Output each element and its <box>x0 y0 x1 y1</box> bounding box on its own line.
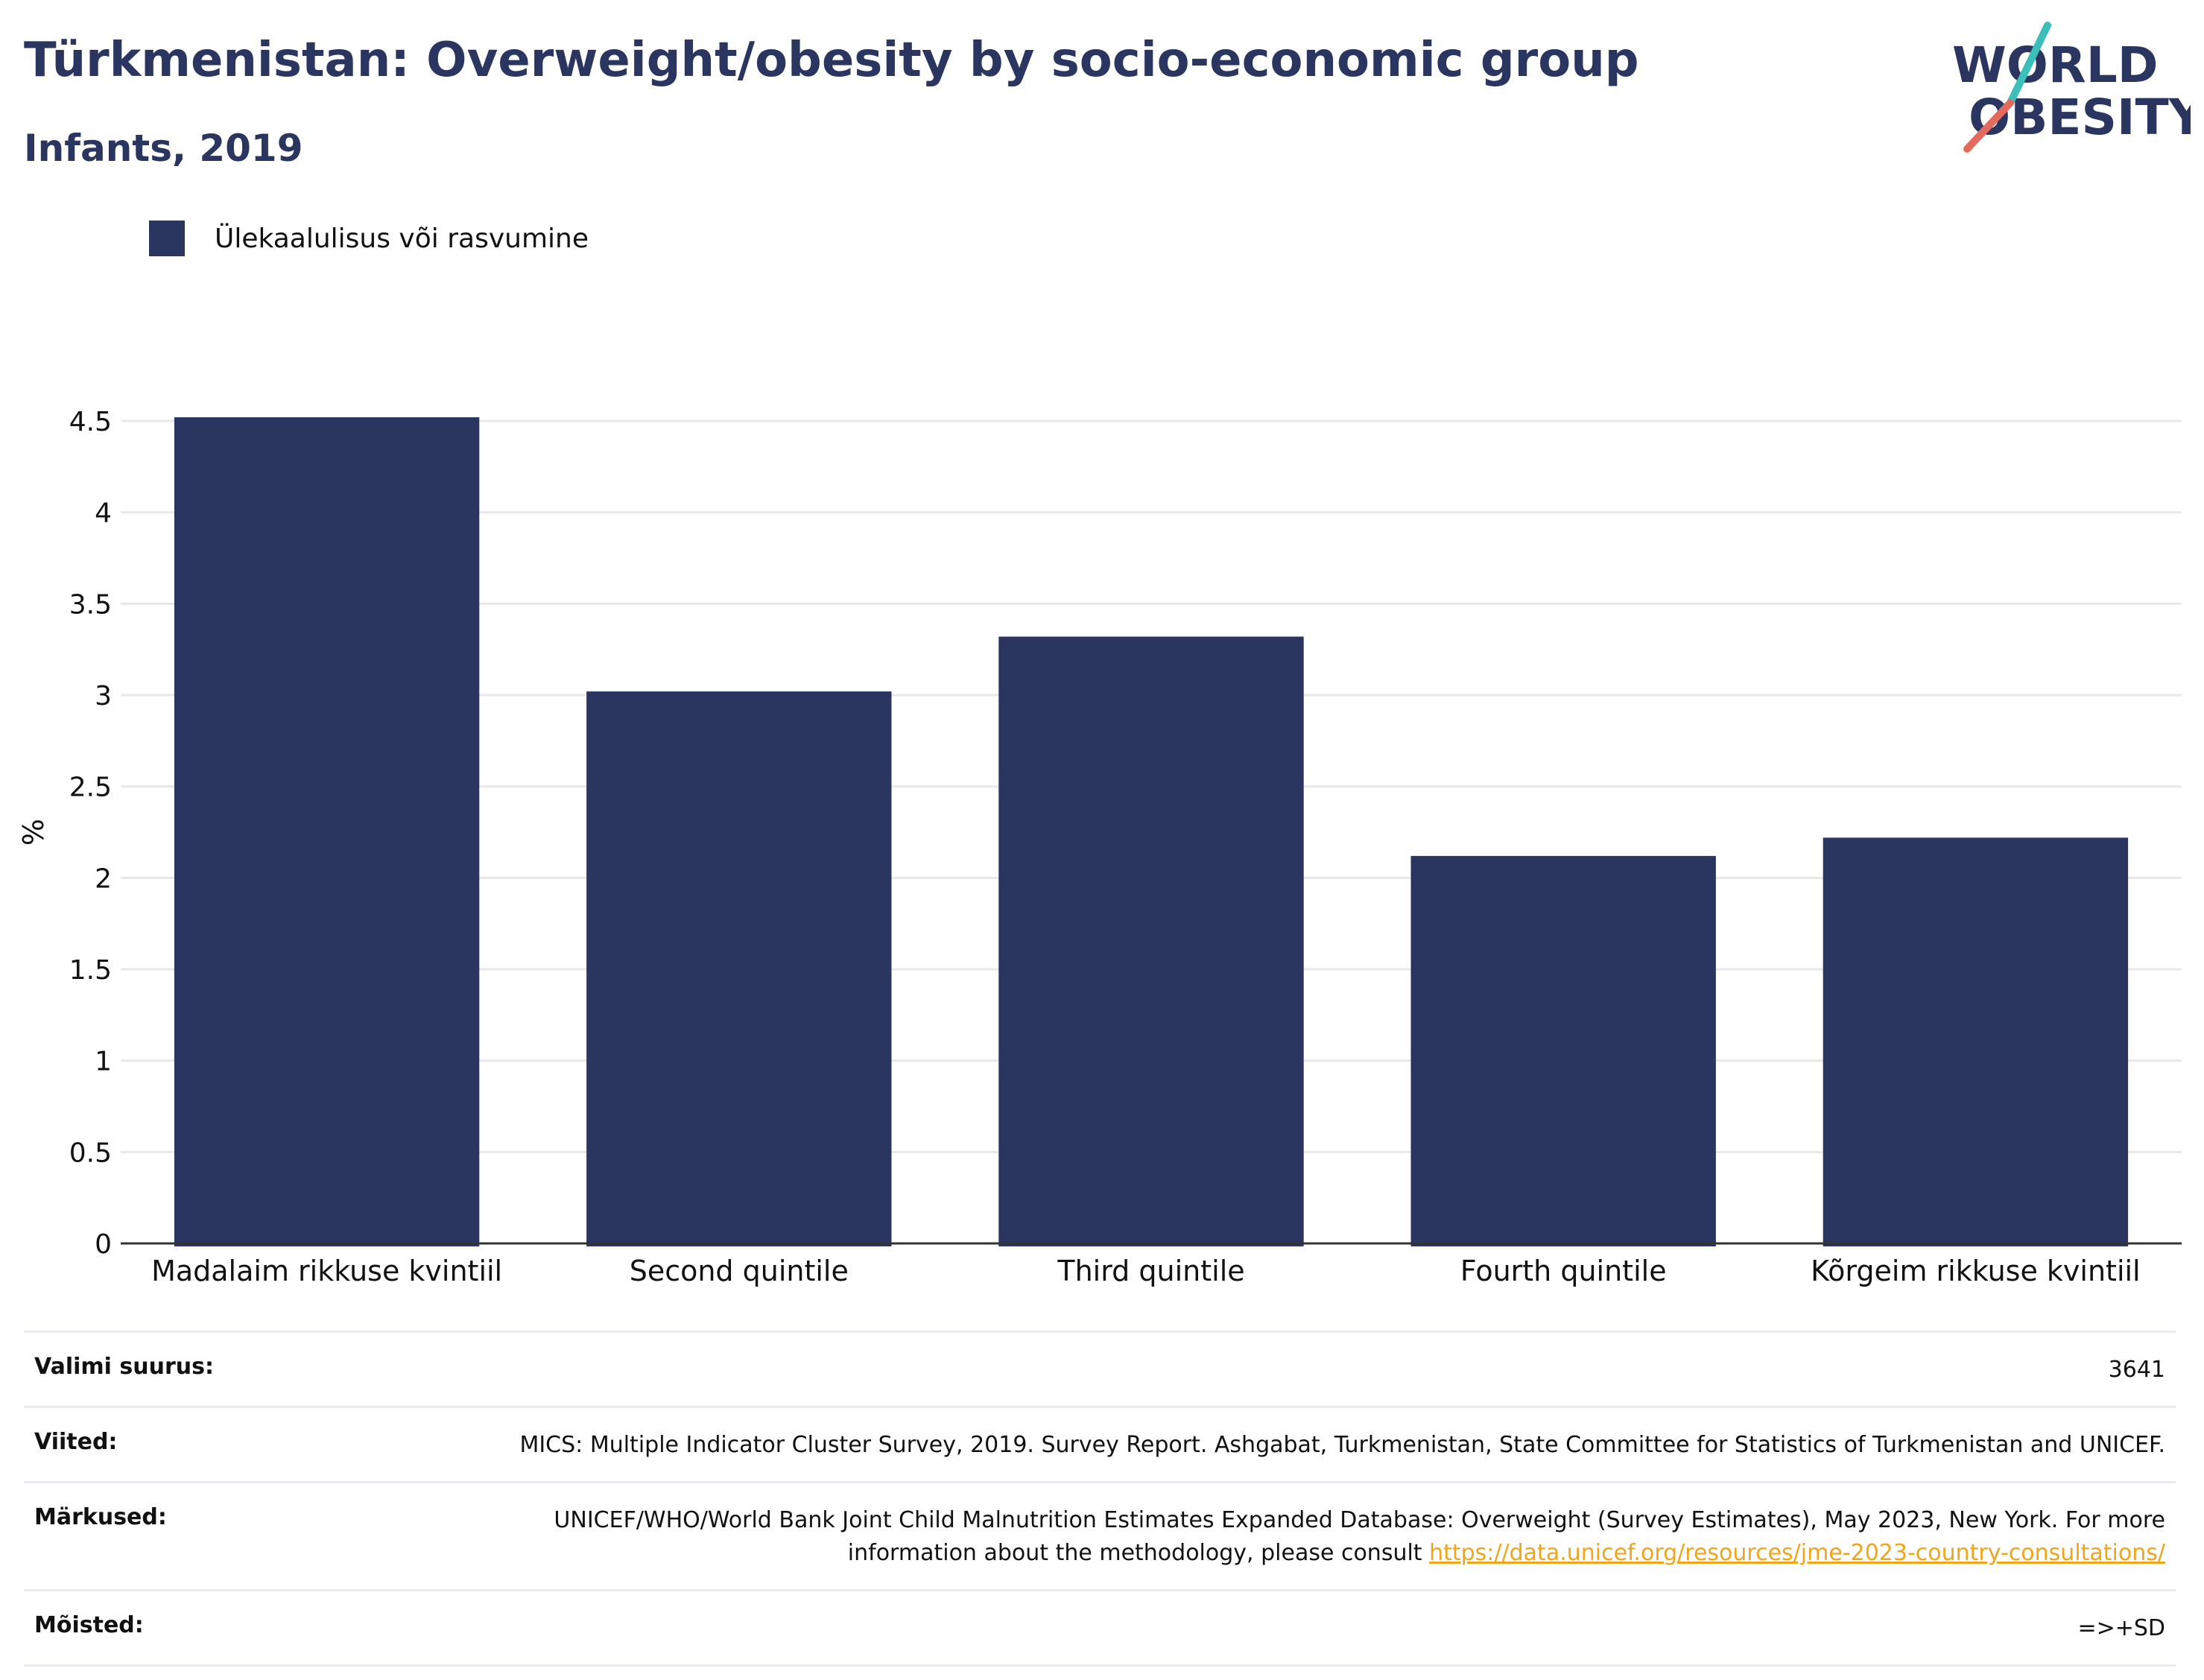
notes-label: Märkused: <box>34 1504 167 1530</box>
logo-line1: WORLD <box>1952 37 2159 94</box>
bar[interactable] <box>1823 837 2129 1246</box>
y-tick-label: 2.5 <box>69 773 112 803</box>
y-tick-label: 1 <box>95 1047 112 1077</box>
definitions-label: Mõisted: <box>34 1612 144 1638</box>
bar-chart: 0 0.5 1 1.5 2 2.5 3 3.5 4 4.5 Madalaim rikkuse kv… <box>17 407 2182 1287</box>
footer-row-notes: Märkused: UNICEF/WHO/World Bank Joint Ch… <box>24 1481 2176 1589</box>
x-tick-label: Second quintile <box>630 1255 849 1287</box>
footer-row-references: Viited: MICS: Multiple Indicator Cluster… <box>24 1406 2176 1481</box>
y-tick-label: 3 <box>95 681 112 711</box>
logo-line2: OBESITY <box>1969 89 2191 146</box>
bar[interactable] <box>174 417 480 1247</box>
bar[interactable] <box>998 636 1304 1246</box>
footer-row-definitions: Mõisted: =>+SD <box>24 1589 2176 1667</box>
legend-label: Ülekaalulisus või rasvumine <box>215 223 589 254</box>
chart-footer: Valimi suurus: 3641 Viited: MICS: Multip… <box>24 1331 2176 1667</box>
x-tick-label: Madalaim rikkuse kvintiil <box>151 1255 502 1287</box>
y-tick-label: 2 <box>95 863 112 894</box>
y-tick-label: 3.5 <box>69 589 112 620</box>
y-tick-label: 0.5 <box>69 1138 112 1168</box>
notes-text: UNICEF/WHO/World Bank Joint Child Malnut… <box>554 1507 2165 1566</box>
y-tick-label: 4 <box>95 498 112 529</box>
logo-slash-coral <box>1963 99 2014 153</box>
footer-row-sample-size: Valimi suurus: 3641 <box>24 1331 2176 1406</box>
chart-legend[interactable]: Ülekaalulisus või rasvumine <box>149 221 589 256</box>
y-tick-label: 4.5 <box>69 407 112 437</box>
x-tick-label: Third quintile <box>1057 1255 1244 1287</box>
sample-size-label: Valimi suurus: <box>34 1354 214 1380</box>
methodology-link[interactable]: https://data.unicef.org/resources/jme-20… <box>1429 1540 2165 1566</box>
references-value: MICS: Multiple Indicator Cluster Survey,… <box>519 1432 2165 1458</box>
bar[interactable] <box>586 691 892 1246</box>
notes-value: UNICEF/WHO/World Bank Joint Child Malnut… <box>422 1504 2165 1570</box>
chart-title: Türkmenistan: Overweight/obesity by soci… <box>24 33 1639 88</box>
y-tick-label: 0 <box>95 1229 112 1260</box>
bar[interactable] <box>1410 855 1716 1246</box>
x-tick-labels: Madalaim rikkuse kvintiil Second quintile… <box>151 1255 2141 1287</box>
sample-size-value: 3641 <box>2108 1357 2165 1383</box>
chart-subtitle: Infants, 2019 <box>24 127 303 170</box>
y-tick-labels: 0 0.5 1 1.5 2 2.5 3 3.5 4 4.5 <box>69 407 112 1260</box>
x-tick-label: Fourth quintile <box>1460 1255 1667 1287</box>
legend-swatch <box>149 221 185 256</box>
x-tick-label: Kõrgeim rikkuse kvintiil <box>1811 1255 2140 1287</box>
bars <box>174 417 2129 1247</box>
references-label: Viited: <box>34 1429 118 1455</box>
logo-slash-teal <box>2007 22 2051 107</box>
y-axis-label: % <box>17 819 50 846</box>
definitions-value: =>+SD <box>2077 1615 2165 1641</box>
world-obesity-logo: WORLD OBESITY <box>1952 22 2191 153</box>
y-tick-label: 1.5 <box>69 955 112 986</box>
